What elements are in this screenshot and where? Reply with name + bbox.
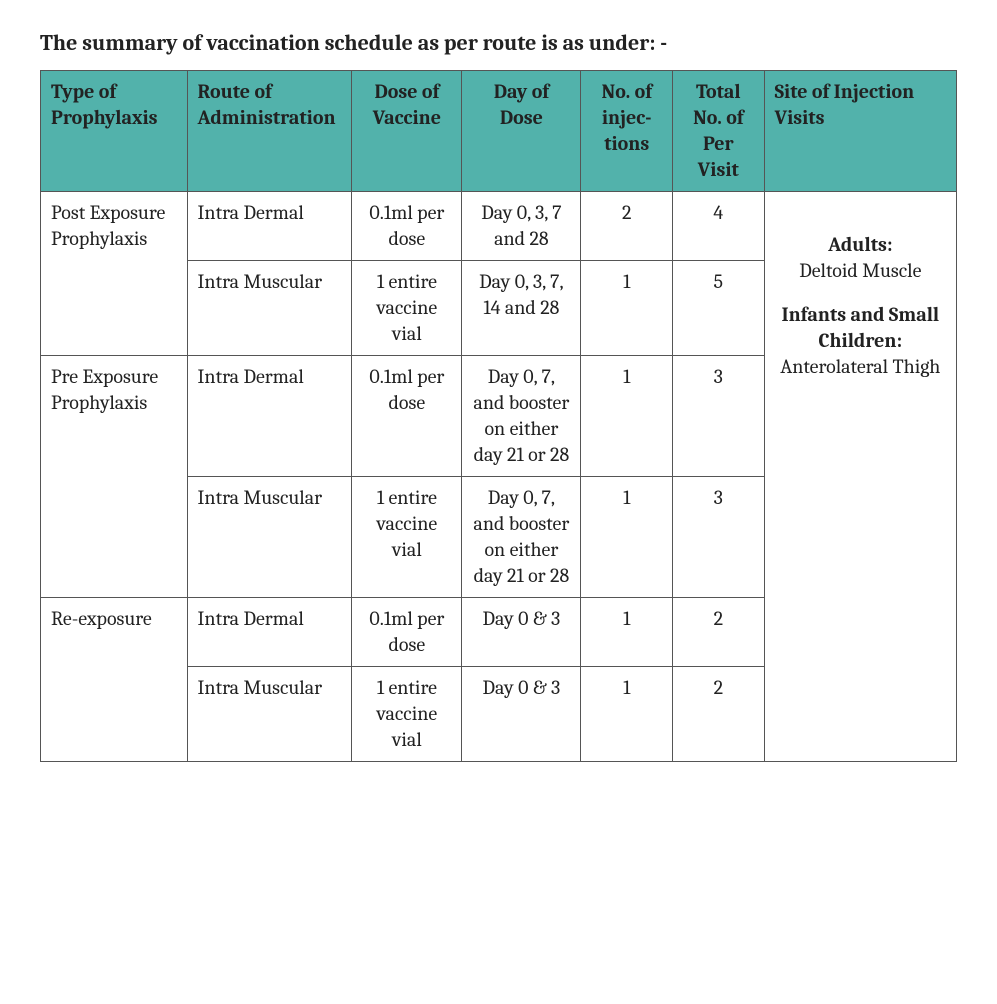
cell-site: Adults: Deltoid Muscle Infants and Small… <box>764 192 956 762</box>
cell-dose: 0.1ml per dose <box>352 598 462 667</box>
vaccination-table: Type of Prophylaxis Route of Administrat… <box>40 70 957 762</box>
cell-route: Intra Muscular <box>187 477 352 598</box>
cell-visit: 2 <box>673 667 765 762</box>
cell-inj: 1 <box>581 667 673 762</box>
col-route: Route of Administration <box>187 71 352 192</box>
cell-dose: 0.1ml per dose <box>352 356 462 477</box>
cell-dose: 1 entire vaccine vial <box>352 261 462 356</box>
cell-route: Intra Muscular <box>187 261 352 356</box>
cell-visit: 5 <box>673 261 765 356</box>
site-children-label: Infants and Small Children: <box>781 303 939 352</box>
cell-route: Intra Dermal <box>187 356 352 477</box>
cell-dose: 0.1ml per dose <box>352 192 462 261</box>
cell-inj: 1 <box>581 356 673 477</box>
cell-dose: 1 entire vaccine vial <box>352 667 462 762</box>
cell-day: Day 0 & 3 <box>462 598 581 667</box>
cell-inj: 1 <box>581 598 673 667</box>
cell-inj: 2 <box>581 192 673 261</box>
site-adults-label: Adults: <box>828 233 892 256</box>
cell-route: Intra Dermal <box>187 598 352 667</box>
cell-route: Intra Muscular <box>187 667 352 762</box>
cell-type: Pre Exposure Prophylaxis <box>41 356 188 598</box>
cell-day: Day 0, 7, and booster on either day 21 o… <box>462 356 581 477</box>
site-children-value: Anterolateral Thigh <box>780 355 940 378</box>
cell-type: Re-exposure <box>41 598 188 762</box>
table-header-row: Type of Prophylaxis Route of Administrat… <box>41 71 957 192</box>
cell-day: Day 0, 3, 7, 14 and 28 <box>462 261 581 356</box>
cell-visit: 3 <box>673 356 765 477</box>
col-site: Site of Injection Visits <box>764 71 956 192</box>
cell-visit: 3 <box>673 477 765 598</box>
cell-visit: 4 <box>673 192 765 261</box>
cell-day: Day 0, 3, 7 and 28 <box>462 192 581 261</box>
col-visit: Total No. of Per Visit <box>673 71 765 192</box>
col-type: Type of Prophylaxis <box>41 71 188 192</box>
cell-route: Intra Dermal <box>187 192 352 261</box>
page-title: The summary of vaccination schedule as p… <box>40 30 957 56</box>
table-row: Post Exposure Prophylaxis Intra Dermal 0… <box>41 192 957 261</box>
cell-day: Day 0 & 3 <box>462 667 581 762</box>
cell-dose: 1 entire vaccine vial <box>352 477 462 598</box>
col-inj: No. of injec- tions <box>581 71 673 192</box>
col-dose: Dose of Vaccine <box>352 71 462 192</box>
cell-inj: 1 <box>581 261 673 356</box>
cell-type: Post Exposure Prophylaxis <box>41 192 188 356</box>
cell-visit: 2 <box>673 598 765 667</box>
cell-inj: 1 <box>581 477 673 598</box>
cell-day: Day 0, 7, and booster on either day 21 o… <box>462 477 581 598</box>
col-day: Day of Dose <box>462 71 581 192</box>
site-adults-value: Deltoid Muscle <box>799 259 921 282</box>
